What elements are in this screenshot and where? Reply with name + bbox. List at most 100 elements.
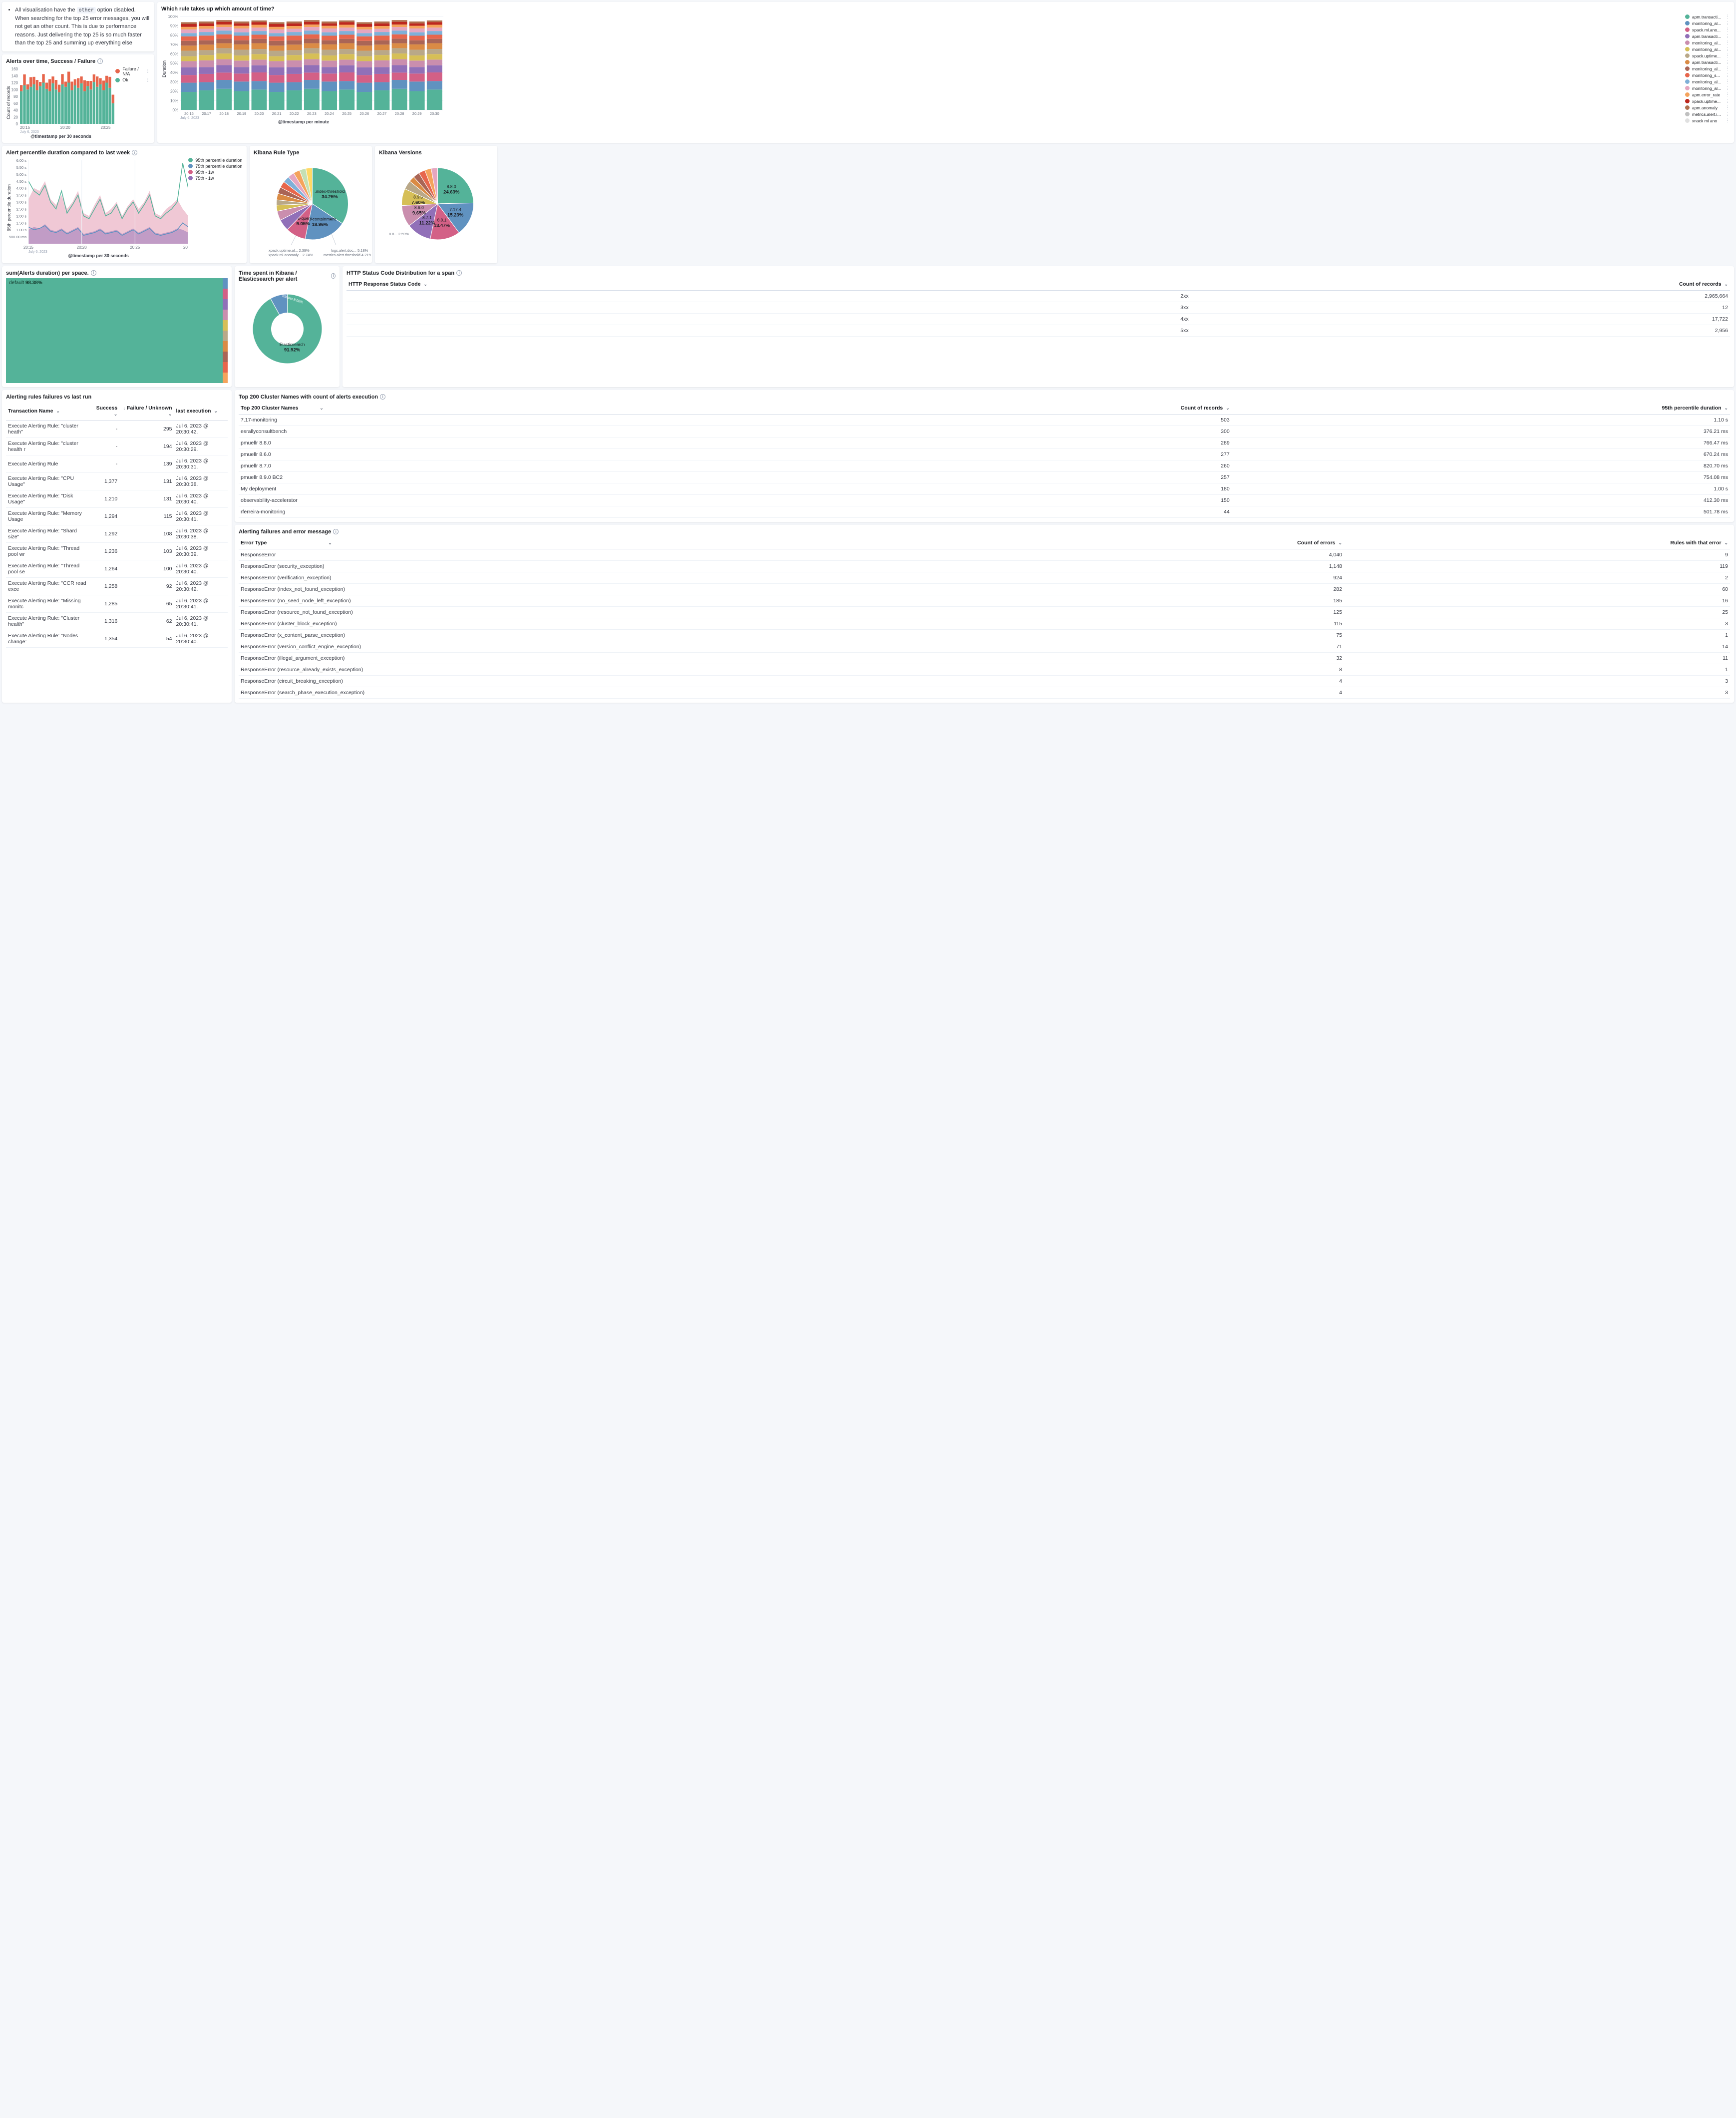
svg-text:.index-threshold: .index-threshold [315, 189, 345, 194]
col-count-errors[interactable]: Count of errors ⌄ [1039, 537, 1344, 549]
col-rules-error[interactable]: Rules with that error ⌄ [1344, 537, 1730, 549]
info-icon[interactable]: i [91, 270, 96, 276]
col-transaction[interactable]: Transaction Name ⌄ [6, 402, 89, 421]
table-row[interactable]: 7.17-monitoring5031.10 s [239, 414, 1730, 425]
table-row[interactable]: Execute Alerting Rule: "Missing monitc1,… [6, 595, 228, 612]
table-row[interactable]: ResponseError (index_not_found_exception… [239, 583, 1730, 595]
info-icon[interactable]: i [97, 58, 103, 64]
donut-chart[interactable]: Elasticsearch91.92%Kibana 8.08% [239, 284, 336, 382]
dots-icon[interactable]: ⋮ [1726, 27, 1730, 32]
table-row[interactable]: ResponseError (x_content_parse_exception… [239, 629, 1730, 641]
table-row[interactable]: pmuellr 8.8.0289766.47 ms [239, 437, 1730, 448]
table-row[interactable]: Execute Alerting Rule: "Cluster health"1… [6, 612, 228, 630]
rule-time-chart[interactable]: 0%10%20%30%40%50%60%70%80%90%100%Duratio… [161, 14, 1681, 124]
svg-text:24.63%: 24.63% [443, 189, 460, 195]
table-row[interactable]: pmuellr 8.6.0277670.24 ms [239, 448, 1730, 460]
dots-icon[interactable]: ⋮ [1726, 92, 1730, 97]
dots-icon[interactable]: ⋮ [1726, 14, 1730, 19]
col-count[interactable]: Count of records ⌄ [1191, 278, 1730, 291]
svg-text:20:27: 20:27 [377, 111, 387, 116]
svg-text:20:26: 20:26 [359, 111, 369, 116]
svg-text:20:15: 20:15 [20, 125, 30, 130]
info-icon[interactable]: i [456, 270, 462, 276]
table-row[interactable]: 4xx17,722 [347, 313, 1730, 325]
alerts-over-time-panel: Alerts over time, Success / Failure i 02… [2, 54, 154, 143]
dots-icon[interactable]: ⋮ [1726, 20, 1730, 26]
table-row[interactable]: observability-accelerator150412.30 ms [239, 494, 1730, 506]
dots-icon[interactable]: ⋮ [1726, 111, 1730, 117]
dots-icon[interactable]: ⋮ [1726, 33, 1730, 39]
table-row[interactable]: Execute Alerting Rule: "cluster heath"-2… [6, 420, 228, 437]
table-row[interactable]: esrallyconsultbench300376.21 ms [239, 425, 1730, 437]
table-row[interactable]: ResponseError (security_exception)1,1481… [239, 560, 1730, 572]
col-last-exec[interactable]: last execution ⌄ [174, 402, 228, 421]
table-row[interactable]: ResponseError (verification_exception)92… [239, 572, 1730, 583]
table-row[interactable]: ResponseError (illegal_argument_exceptio… [239, 652, 1730, 664]
dots-icon[interactable]: ⋮ [1726, 105, 1730, 110]
col-status-code[interactable]: HTTP Response Status Code ⌄ [347, 278, 1191, 291]
dots-icon[interactable]: ⋮ [1726, 118, 1730, 123]
dots-icon[interactable]: ⋮ [1726, 98, 1730, 104]
svg-text:140: 140 [11, 73, 18, 78]
info-icon[interactable]: i [132, 150, 137, 155]
dots-icon[interactable]: ⋮ [1726, 72, 1730, 78]
table-row[interactable]: ResponseError (circuit_breaking_exceptio… [239, 675, 1730, 687]
table-row[interactable]: Execute Alerting Rule: "Memory Usage1,29… [6, 507, 228, 525]
table-row[interactable]: rferreira-monitoring44501.78 ms [239, 506, 1730, 517]
col-failure[interactable]: ↓ Failure / Unknown ⌄ [119, 402, 174, 421]
table-row[interactable]: My deployment1801.00 s [239, 483, 1730, 494]
dots-icon[interactable]: ⋮ [1726, 66, 1730, 71]
table-row[interactable]: pmuellr 8.9.0 BC2257754.08 ms [239, 471, 1730, 483]
table-row[interactable]: ResponseError (search_phase_execution_ex… [239, 687, 1730, 698]
table-row[interactable]: Execute Alerting Rule: "Nodes change:1,3… [6, 630, 228, 647]
percentile-chart[interactable]: 500.00 ms1.00 s1.50 s2.00 s2.50 s3.00 s3… [6, 158, 188, 258]
table-row[interactable]: Execute Alerting Rule: "Shard size"1,292… [6, 525, 228, 542]
svg-text:80%: 80% [170, 33, 178, 37]
chevron-down-icon: ⌄ [1724, 540, 1728, 545]
table-row[interactable]: Execute Alerting Rule: "CPU Usage"1,3771… [6, 472, 228, 490]
table-row[interactable]: 3xx12 [347, 302, 1730, 313]
dots-icon[interactable]: ⋮ [145, 68, 150, 74]
table-row[interactable]: ResponseError (no_seed_node_left_excepti… [239, 595, 1730, 606]
dots-icon[interactable]: ⋮ [145, 77, 150, 83]
col-success[interactable]: Success ⌄ [89, 402, 119, 421]
info-icon[interactable]: i [331, 273, 336, 279]
svg-text:20%: 20% [170, 89, 178, 94]
col-95th-duration[interactable]: 95th percentile duration ⌄ [1232, 402, 1730, 415]
table-row[interactable]: pmuellr 8.7.0260820.70 ms [239, 460, 1730, 471]
info-icon[interactable]: i [333, 529, 339, 534]
table-row[interactable]: ResponseError4,0409 [239, 549, 1730, 560]
dots-icon[interactable]: ⋮ [1726, 46, 1730, 52]
table-row[interactable]: ResponseError (version_conflict_engine_e… [239, 641, 1730, 652]
table-row[interactable]: Execute Alerting Rule-139Jul 6, 2023 @ 2… [6, 455, 228, 472]
dots-icon[interactable]: ⋮ [1726, 79, 1730, 84]
table-row[interactable]: Execute Alerting Rule: "cluster health r… [6, 437, 228, 455]
table-row[interactable]: 2xx2,965,664 [347, 290, 1730, 302]
info-icon[interactable]: i [380, 394, 385, 400]
table-row[interactable]: 5xx2,956 [347, 325, 1730, 336]
dots-icon[interactable]: ⋮ [1726, 85, 1730, 91]
col-count-records[interactable]: Count of records ⌄ [855, 402, 1232, 415]
col-error-type[interactable]: Error Type ⌄ [239, 537, 1039, 549]
chevron-down-icon: ⌄ [56, 409, 60, 414]
http-status-title: HTTP Status Code Distribution for a span [347, 270, 454, 276]
versions-pie-chart[interactable]: 8.8.024.63%7.17.415.23%8.8.113.47%8.7.11… [379, 158, 496, 258]
svg-text:20:16: 20:16 [184, 111, 194, 116]
rule-type-pie-chart[interactable]: .index-threshold34.25%geo-containment18.… [254, 158, 371, 258]
col-cluster-name[interactable]: Top 200 Cluster Names ⌄ [239, 402, 855, 415]
table-row[interactable]: ResponseError (resource_already_exists_e… [239, 664, 1730, 675]
dots-icon[interactable]: ⋮ [1726, 53, 1730, 58]
alerts-chart[interactable]: 020406080100120140160Count of records20:… [6, 66, 115, 139]
svg-text:8.8... 2.59%: 8.8... 2.59% [389, 232, 409, 236]
table-row[interactable]: Execute Alerting Rule: "Disk Usage"1,210… [6, 490, 228, 507]
chevron-down-icon: ⌄ [320, 406, 324, 411]
table-row[interactable]: ResponseError (resource_not_found_except… [239, 606, 1730, 618]
treemap-chart[interactable]: default 98.38% [6, 278, 228, 383]
chevron-down-icon: ⌄ [423, 282, 427, 287]
table-row[interactable]: Execute Alerting Rule: "Thread pool wr1,… [6, 542, 228, 560]
dots-icon[interactable]: ⋮ [1726, 40, 1730, 45]
dots-icon[interactable]: ⋮ [1726, 59, 1730, 65]
table-row[interactable]: ResponseError (cluster_block_exception)1… [239, 618, 1730, 629]
table-row[interactable]: Execute Alerting Rule: "Thread pool se1,… [6, 560, 228, 577]
table-row[interactable]: Execute Alerting Rule: "CCR read exce1,2… [6, 577, 228, 595]
